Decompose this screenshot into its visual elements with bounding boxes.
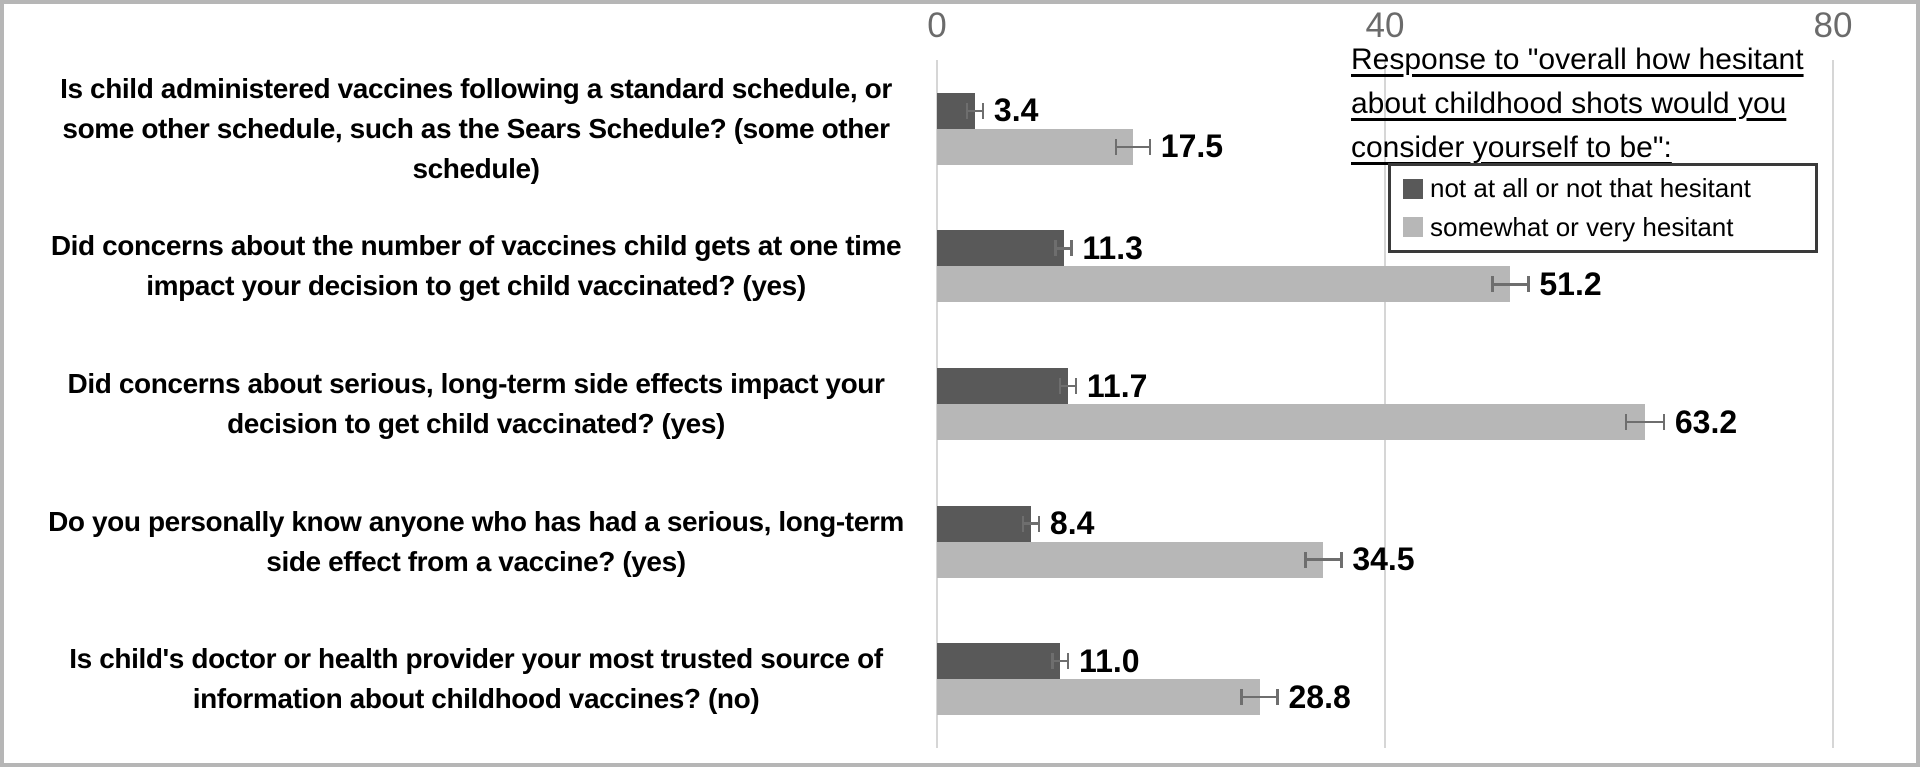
error-bar-cap <box>1148 138 1152 155</box>
error-bar-cap <box>1527 276 1530 293</box>
bar-not-hesitant <box>937 368 1069 404</box>
error-bar-cap <box>1624 414 1628 430</box>
data-label: 34.5 <box>1352 541 1415 578</box>
axis-tick-label: 80 <box>1813 6 1853 45</box>
error-bar <box>1116 145 1150 149</box>
category-label: Did concerns about the number of vaccine… <box>50 230 902 302</box>
bar-hesitant <box>937 128 1133 165</box>
error-bar-cap <box>1037 515 1041 532</box>
gridline <box>1832 60 1834 748</box>
category-label: Is child administered vaccines following… <box>60 72 892 184</box>
legend: not at all or not that hesitant somewhat… <box>1388 163 1818 253</box>
error-bar-cap <box>1276 689 1279 706</box>
data-label: 63.2 <box>1674 403 1738 440</box>
error-bar <box>967 109 983 113</box>
error-bar-cap <box>1074 378 1078 394</box>
error-bar <box>1625 420 1664 424</box>
legend-item-hesitant: somewhat or very hesitant <box>1403 212 1815 243</box>
error-bar <box>1055 247 1072 250</box>
error-bar <box>1060 384 1076 388</box>
legend-title: Response to "overall how hesitant about … <box>1351 38 1871 170</box>
data-label: 11.0 <box>1079 642 1140 679</box>
axis-tick-label: 40 <box>1365 6 1405 45</box>
bar-hesitant <box>937 679 1260 716</box>
error-bar-cap <box>1491 276 1494 293</box>
error-bar <box>1241 695 1278 699</box>
error-bar <box>1305 558 1342 561</box>
category-label: Is child's doctor or health provider you… <box>69 643 883 715</box>
legend-label: not at all or not that hesitant <box>1430 173 1751 204</box>
error-bar <box>1023 522 1039 525</box>
bar-hesitant <box>937 541 1324 578</box>
bar-hesitant <box>937 404 1645 440</box>
error-bar-cap <box>1240 689 1243 706</box>
axis-tick-label: 0 <box>927 6 947 45</box>
legend-swatch-light-icon <box>1403 217 1423 238</box>
error-bar-cap <box>1066 653 1070 670</box>
data-label: 17.5 <box>1160 128 1224 165</box>
category-label: Do you personally know anyone who has ha… <box>48 505 904 577</box>
legend-swatch-dark-icon <box>1403 178 1423 199</box>
bar-not-hesitant <box>937 230 1064 267</box>
error-bar-cap <box>1340 551 1343 568</box>
error-bar-cap <box>1054 240 1057 257</box>
bar-hesitant <box>937 266 1511 303</box>
error-bar-cap <box>1304 551 1307 568</box>
error-bar-cap <box>1058 378 1062 394</box>
legend-title-line-1: Response to "overall how hesitant <box>1351 43 1804 76</box>
error-bar <box>1052 659 1069 663</box>
category-label: Did concerns about serious, long-term si… <box>67 367 885 439</box>
error-bar-cap <box>1662 414 1666 430</box>
error-bar-cap <box>1021 515 1025 532</box>
error-bar-cap <box>965 102 969 119</box>
data-label: 11.3 <box>1082 229 1143 266</box>
legend-item-not-hesitant: not at all or not that hesitant <box>1403 173 1815 204</box>
bar-not-hesitant <box>937 505 1032 542</box>
data-label: 8.4 <box>1049 505 1095 542</box>
legend-label: somewhat or very hesitant <box>1430 211 1734 242</box>
data-label: 3.4 <box>993 92 1039 129</box>
legend-title-line-3: consider yourself to be": <box>1351 131 1672 164</box>
data-label: 11.7 <box>1086 367 1148 404</box>
error-bar <box>1492 283 1529 286</box>
error-bar-cap <box>981 102 985 119</box>
data-label: 51.2 <box>1539 265 1602 302</box>
error-bar-cap <box>1070 240 1073 257</box>
error-bar-cap <box>1114 138 1118 155</box>
error-bar-cap <box>1051 653 1054 670</box>
data-label: 28.8 <box>1288 678 1351 715</box>
bar-not-hesitant <box>937 643 1061 680</box>
legend-title-line-2: about childhood shots would you <box>1351 87 1787 120</box>
